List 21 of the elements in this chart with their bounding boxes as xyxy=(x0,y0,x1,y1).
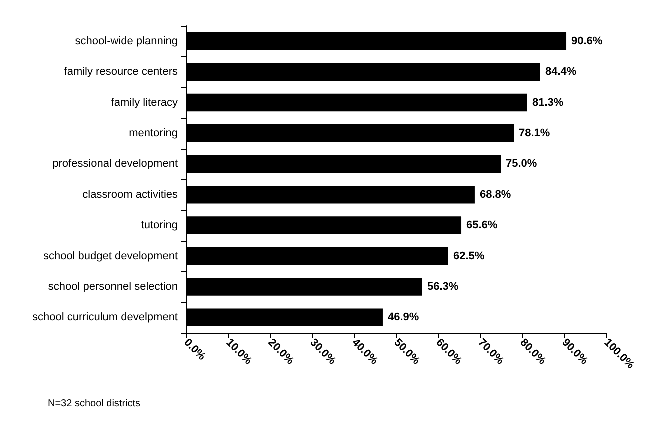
y-tick-label: family literacy xyxy=(111,96,178,109)
y-tick-label: school-wide planning xyxy=(75,35,178,48)
data-label: 56.3% xyxy=(427,280,459,293)
y-tick-label: professional development xyxy=(52,158,178,170)
data-label: 75.0% xyxy=(506,158,538,170)
data-label: 81.3% xyxy=(532,96,564,109)
y-tick-label: school budget development xyxy=(43,250,178,262)
data-label: 46.9% xyxy=(388,312,420,324)
data-label: 62.5% xyxy=(454,250,485,262)
y-tick-label: mentoring xyxy=(129,127,178,140)
y-tick-label: school curriculum develpment xyxy=(32,312,178,324)
y-tick-label: tutoring xyxy=(141,220,178,232)
data-label: 84.4% xyxy=(545,66,577,78)
y-tick-label: family resource centers xyxy=(64,66,178,78)
data-label: 68.8% xyxy=(480,188,512,201)
text: N=32 school districts xyxy=(48,398,141,410)
y-tick-label: classroom activities xyxy=(82,188,178,201)
data-label: 65.6% xyxy=(466,220,498,232)
y-tick-label: school personnel selection xyxy=(48,280,178,293)
data-label: 78.1% xyxy=(519,127,550,140)
data-label: 90.6% xyxy=(572,35,603,48)
